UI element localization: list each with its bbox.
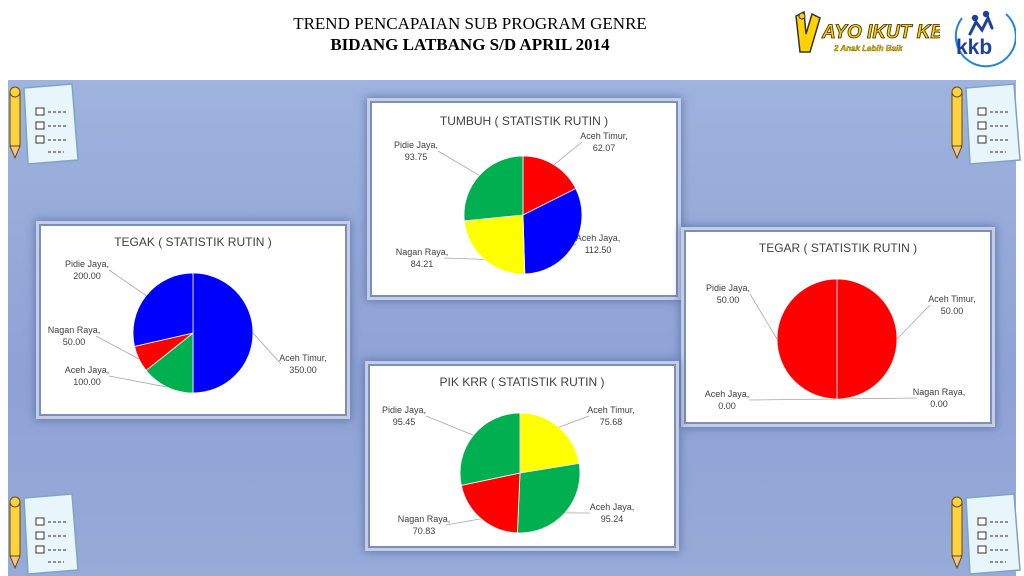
data-label-category-aceh-jaya: Aceh Jaya, <box>576 233 621 243</box>
data-label-category-nagan-raya: Nagan Raya, <box>913 387 966 397</box>
data-label-value-aceh-timur: 50.00 <box>941 306 964 316</box>
leader-line-pidie-jaya <box>749 293 778 340</box>
slide-title-line1: TREND PENCAPAIAN SUB PROGRAM GENRE <box>293 14 647 33</box>
data-label-value-aceh-timur: 350.00 <box>289 365 317 375</box>
pie-slice-aceh-jaya <box>522 188 583 275</box>
pie-chart-tegar: TEGAR ( STATISTIK RUTIN ) Aceh Timur, 50.0… <box>705 241 976 411</box>
data-label-value-pidie-jaya: 95.45 <box>393 417 416 427</box>
slide-title-line2: BIDANG LATBANG S/D APRIL 2014 <box>330 35 610 54</box>
data-label-value-nagan-raya: 50.00 <box>63 337 86 347</box>
data-label-category-aceh-timur: Aceh Timur, <box>928 294 976 304</box>
data-label-category-nagan-raya: Nagan Raya, <box>48 325 101 335</box>
leader-line-aceh-jaya <box>573 243 577 246</box>
pie-slice-aceh-timur <box>192 272 254 394</box>
data-label-value-aceh-jaya: 100.00 <box>73 377 101 387</box>
data-label-category-pidie-jaya: Pidie Jaya, <box>65 259 109 269</box>
leader-line-aceh-timur <box>553 141 583 166</box>
pie-slice-aceh-jaya <box>516 462 581 534</box>
data-label-value-pidie-jaya: 93.75 <box>405 152 428 162</box>
pie-slice-nagan-raya <box>463 214 526 275</box>
leader-line-nagan-raya <box>445 518 482 526</box>
data-label-category-aceh-jaya: Aceh Jaya, <box>65 365 110 375</box>
kkb-logo: kkb <box>954 10 1016 68</box>
data-label-category-pidie-jaya: Pidie Jaya, <box>706 283 750 293</box>
leader-line-nagan-raya <box>95 335 140 360</box>
chart-title-tumbuh: TUMBUH ( STATISTIK RUTIN ) <box>440 114 608 128</box>
leader-line-aceh-timur <box>558 415 590 428</box>
leader-line-pidie-jaya <box>437 150 480 176</box>
leader-line-pidie-jaya <box>425 415 474 436</box>
data-label-category-pidie-jaya: Pidie Jaya, <box>394 140 438 150</box>
data-label-value-aceh-jaya: 112.50 <box>585 245 612 255</box>
pie-slice-aceh-timur <box>836 278 898 400</box>
data-label-category-aceh-timur: Aceh Timur, <box>587 405 635 415</box>
checklist-clipboard-icon <box>951 83 1021 165</box>
chart-title-pikkrr: PIK KRR ( STATISTIK RUTIN ) <box>440 375 605 389</box>
chart-title-tegar: TEGAR ( STATISTIK RUTIN ) <box>759 241 917 255</box>
pie-chart-pikkrr: PIK KRR ( STATISTIK RUTIN ) Aceh Timur, 75… <box>382 375 635 536</box>
data-label-value-aceh-jaya: 0.00 <box>718 401 736 411</box>
checklist-clipboard-icon <box>9 83 79 165</box>
pie-slice-pidie-jaya <box>776 278 838 400</box>
slide-header: TREND PENCAPAIAN SUB PROGRAM GENRE BIDAN… <box>230 14 710 56</box>
checklist-clipboard-icon <box>951 493 1021 575</box>
data-label-category-nagan-raya: Nagan Raya, <box>396 247 449 257</box>
pie-slice-pidie-jaya <box>463 155 524 222</box>
pie-chart-tegak: TEGAK ( STATISTIK RUTIN ) Aceh Timur, 350.… <box>48 235 327 394</box>
data-label-value-aceh-jaya: 95.24 <box>601 514 624 524</box>
pie-slice-aceh-timur <box>522 155 577 216</box>
data-label-category-aceh-jaya: Aceh Jaya, <box>705 389 750 399</box>
data-label-category-aceh-timur: Aceh Timur, <box>580 131 628 141</box>
data-label-value-nagan-raya: 0.00 <box>930 399 948 409</box>
data-label-value-nagan-raya: 70.83 <box>413 526 436 536</box>
leader-line-aceh-jaya <box>108 375 168 388</box>
leader-line-aceh-timur <box>896 304 931 340</box>
leader-line-nagan-raya <box>443 257 485 260</box>
chart-panel-tegar: TEGAR ( STATISTIK RUTIN ) Aceh Timur, 50.0… <box>684 230 992 424</box>
chart-panel-pikkrr: PIK KRR ( STATISTIK RUTIN ) Aceh Timur, 75… <box>368 364 676 548</box>
ayo-ikut-kb-text: AYO IKUT KB <box>821 22 940 43</box>
chart-panel-tegak: TEGAK ( STATISTIK RUTIN ) Aceh Timur, 350.… <box>39 224 347 416</box>
chart-panel-tumbuh: TUMBUH ( STATISTIK RUTIN ) Aceh Timur, 62.… <box>370 101 678 297</box>
data-label-value-nagan-raya: 84.21 <box>411 259 434 269</box>
pie-slice-aceh-timur <box>519 412 580 474</box>
pie-slice-aceh-jaya <box>145 332 194 394</box>
leader-line-nagan-raya <box>836 397 918 400</box>
data-label-category-pidie-jaya: Pidie Jaya, <box>382 405 426 415</box>
data-label-category-aceh-timur: Aceh Timur, <box>279 353 327 363</box>
kkb-text: kkb <box>956 36 992 59</box>
data-label-value-aceh-timur: 62.07 <box>593 143 616 153</box>
pie-chart-tumbuh: TUMBUH ( STATISTIK RUTIN ) Aceh Timur, 62.… <box>394 114 628 275</box>
leader-line-aceh-jaya <box>748 398 838 401</box>
leader-line-aceh-timur <box>252 332 282 365</box>
data-label-value-aceh-timur: 75.68 <box>600 417 623 427</box>
data-label-value-pidie-jaya: 50.00 <box>717 295 740 305</box>
ayo-ikut-kb-tagline: 2 Anak Lebih Baik <box>833 44 903 53</box>
data-label-value-pidie-jaya: 200.00 <box>73 271 101 281</box>
ayo-ikut-kb-logo: AYO IKUT KB 2 Anak Lebih Baik <box>795 10 940 53</box>
leader-line-pidie-jaya <box>108 269 147 296</box>
pie-slice-nagan-raya <box>460 472 521 534</box>
pie-slice-pidie-jaya <box>459 412 521 486</box>
chart-title-tegak: TEGAK ( STATISTIK RUTIN ) <box>114 235 272 249</box>
pie-slice-pidie-jaya <box>132 272 194 347</box>
checklist-clipboard-icon <box>9 493 79 575</box>
data-label-category-aceh-jaya: Aceh Jaya, <box>590 502 635 512</box>
data-label-category-nagan-raya: Nagan Raya, <box>398 514 451 524</box>
